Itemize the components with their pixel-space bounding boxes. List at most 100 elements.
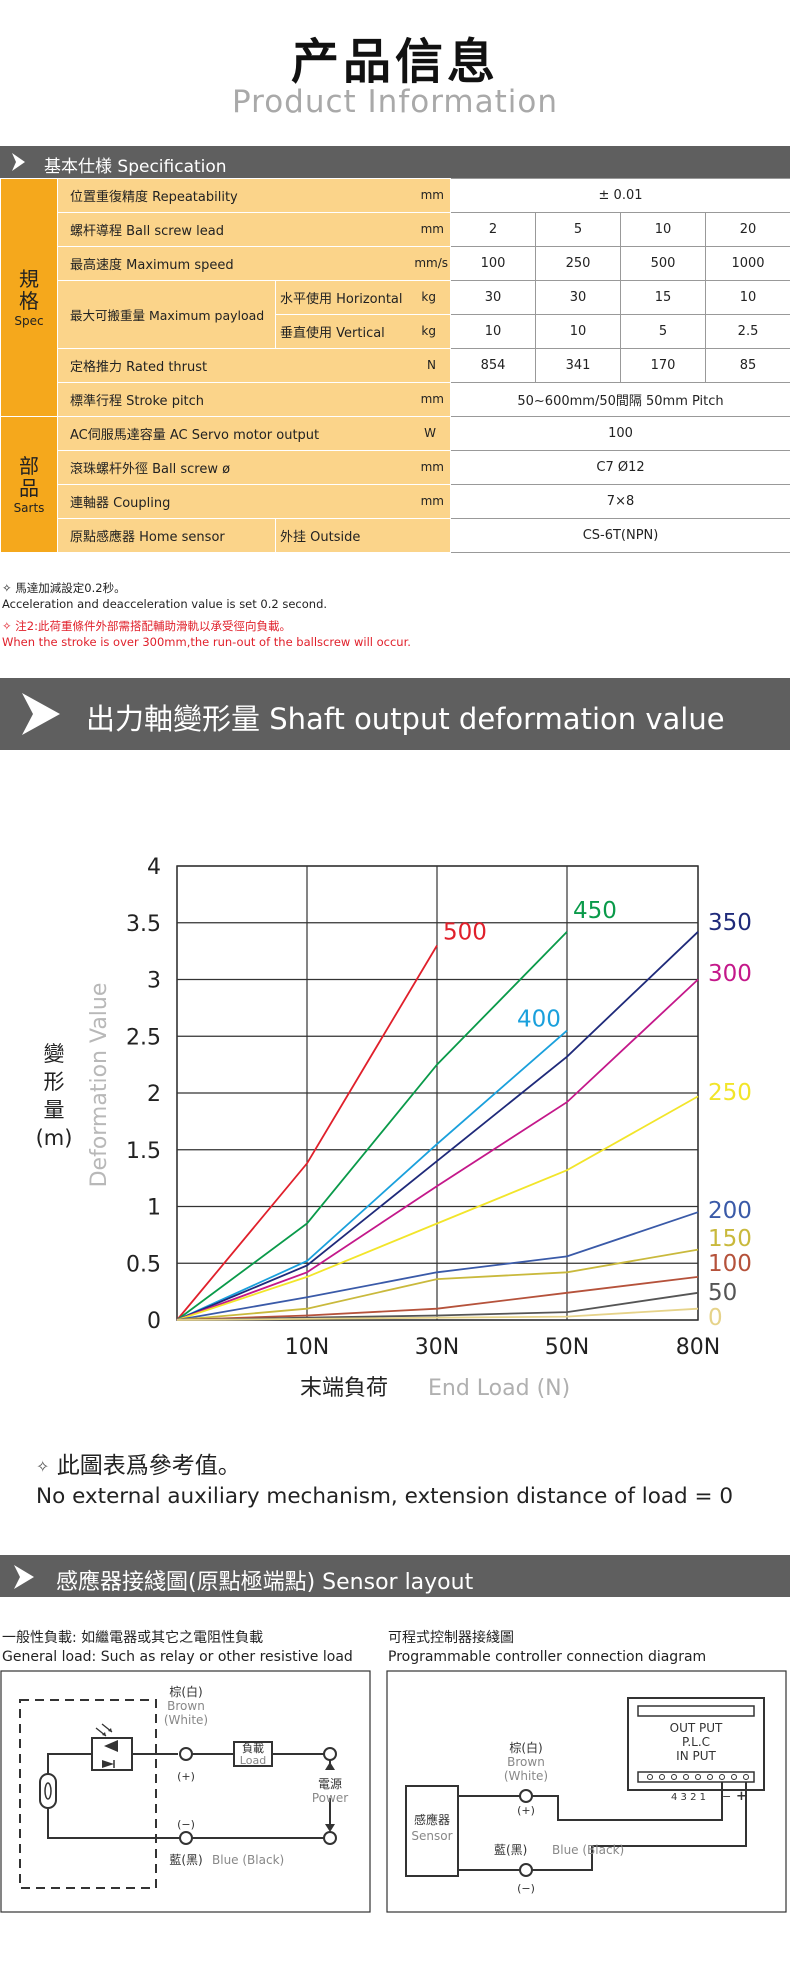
spec-notes: ✧ 馬達加減設定0.2秒。 Acceleration and deacceler… [2,580,411,650]
payload-v-value: 10 [450,314,536,349]
thrust-value: 341 [535,348,621,383]
series-line [176,1248,699,1321]
plc-plus-label: + [736,1789,747,1804]
series-label: 250 [708,1080,752,1106]
stroke-label: 標準行程 Stroke pitch [70,394,205,409]
sensor-box-en: Sensor [411,1829,452,1843]
y-tick-label: 1.5 [126,1139,161,1164]
note-line: ✧ 馬達加減設定0.2秒。 [2,581,126,595]
x-axis-label-en: End Load (N) [428,1376,570,1401]
coupling-unit: mm [420,494,444,508]
right-diagram-title-zh: 可程式控制器接綫圖 [388,1630,514,1646]
payload-h-value: 30 [450,280,536,315]
row-lead: 螺杆導程 Ball screw lead mm 2 5 10 20 [1,212,790,247]
speed-value: 100 [450,246,536,281]
blue-label-zh: 藍(黑) [169,1853,202,1867]
row-motor: 部 品 Sarts AC伺服馬達容量 AC Servo motor output W… [0,416,790,553]
spec-table: 規 格 Spec 位置重復精度 Repeatability mm ± 0.01 螺杆… [0,178,790,553]
x-tick-label: 80N [676,1335,720,1360]
chevron-right-icon [14,1565,34,1589]
spec-band: 基本仕様 Specification [0,146,790,178]
y-tick-label: 0 [147,1309,161,1334]
coupling-value: 7×8 [449,484,790,519]
plus-label: (+) [517,1804,535,1817]
page-title: 产品信息 [290,34,499,90]
series-label: 300 [708,961,752,987]
payload-v-unit: kg [421,324,436,338]
series-line [176,1029,568,1321]
y-axis-label: Deformation Value [87,983,112,1188]
x-tick-label: 10N [285,1335,329,1360]
motor-value: 100 [449,416,790,451]
y-tick-label: 2 [147,1082,161,1107]
series-line [176,1307,699,1321]
lead-value: 5 [535,212,621,247]
series-line [176,1211,699,1321]
blue-label-en: Blue (Black) [552,1843,624,1857]
series-label: 450 [573,898,617,924]
brown-label-zh: 棕(白) [169,1684,202,1699]
plc-minus-label: − [722,1790,731,1803]
screw-unit: mm [420,460,444,474]
repeat-value: ± 0.01 [449,178,790,213]
series-line [176,978,699,1321]
lead-value: 10 [620,212,706,247]
brown-label-zh: 棕(白) [509,1740,542,1755]
y-tick-label: 4 [147,855,161,880]
thrust-unit: N [427,358,436,372]
coupling-label: 連軸器 Coupling [70,496,171,511]
lead-unit: mm [420,222,444,236]
plc-diagram: 感應器 Sensor OUT PUT P.L.C IN PUT 4 3 2 1 … [386,1670,787,1913]
series-label: 150 [708,1226,752,1252]
category-parts: 部 品 Sarts [0,416,58,553]
lead-value: 20 [704,212,790,247]
speed-value: 250 [535,246,621,281]
speed-label: 最高速度 Maximum speed [70,258,234,273]
row-payload-v: 垂直使用 Vertical kg 10 10 5 2.5 [1,314,790,349]
thrust-value: 170 [620,348,706,383]
sensor-box-zh: 感應器 [414,1812,450,1827]
series-label: 350 [708,910,752,936]
page-subtitle: Product Information [231,84,558,120]
right-diagram-title-en: Programmable controller connection diagr… [388,1649,707,1665]
deform-band: 出力軸變形量 Shaft output deformation value [0,678,790,750]
row-repeat: 規 格 Spec 位置重復精度 Repeatability mm ± 0.01 [0,178,790,417]
x-axis-label-zh: 末端負荷 [300,1376,388,1401]
series-line [176,931,699,1321]
lead-label: 螺杆導程 Ball screw lead [70,224,224,239]
power-label-en: Power [312,1791,348,1805]
note-line: ✧ 注2:此荷重條件外部需搭配輔助滑軌以承受徑向負載。 [2,619,291,633]
x-tick-label: 30N [415,1335,459,1360]
speed-value: 1000 [704,246,790,281]
plc-input-label: IN PUT [676,1749,716,1763]
category-parts-en: Sarts [13,500,45,515]
payload-v-value: 2.5 [704,314,790,349]
category-spec-en: Spec [14,313,44,328]
payload-h-label: 水平使用 Horizontal [280,292,403,307]
load-label-en: Load [240,1754,266,1767]
blue-label-zh: 藍(黑) [494,1843,527,1857]
y-tick-label: 3 [147,969,161,994]
thrust-value: 854 [450,348,536,383]
sparkle-icon: ✧ [36,1457,50,1476]
sensor-label: 原點感應器 Home sensor [57,518,276,553]
power-label-zh: 電源 [318,1777,342,1791]
brown-label-en: Brown [507,1755,545,1769]
brown-label-en: Brown [167,1699,205,1713]
spec-band-title: 基本仕様 Specification [44,157,227,177]
plc-output-label: OUT PUT [670,1721,723,1735]
minus-label: (−) [517,1882,535,1895]
thrust-label: 定格推力 Rated thrust [70,360,208,375]
payload-v-value: 10 [535,314,621,349]
screw-value: C7 Ø12 [449,450,790,485]
y-tick-label: 0.5 [126,1252,161,1277]
row-screw: 滾珠螺杆外徑 Ball screw ø mm C7 Ø12 [1,450,790,485]
speed-value: 500 [620,246,706,281]
deform-band-title: 出力軸變形量 Shaft output deformation value [86,702,725,736]
x-tick-label: 50N [545,1335,589,1360]
category-spec: 規 格 Spec [0,178,58,417]
row-speed: 最高速度 Maximum speed mm/s 100 250 500 1000 [1,246,790,281]
payload-v-label: 垂直使用 Vertical [280,326,385,341]
deform-note-zh-text: 此圖表爲參考值。 [56,1453,241,1479]
